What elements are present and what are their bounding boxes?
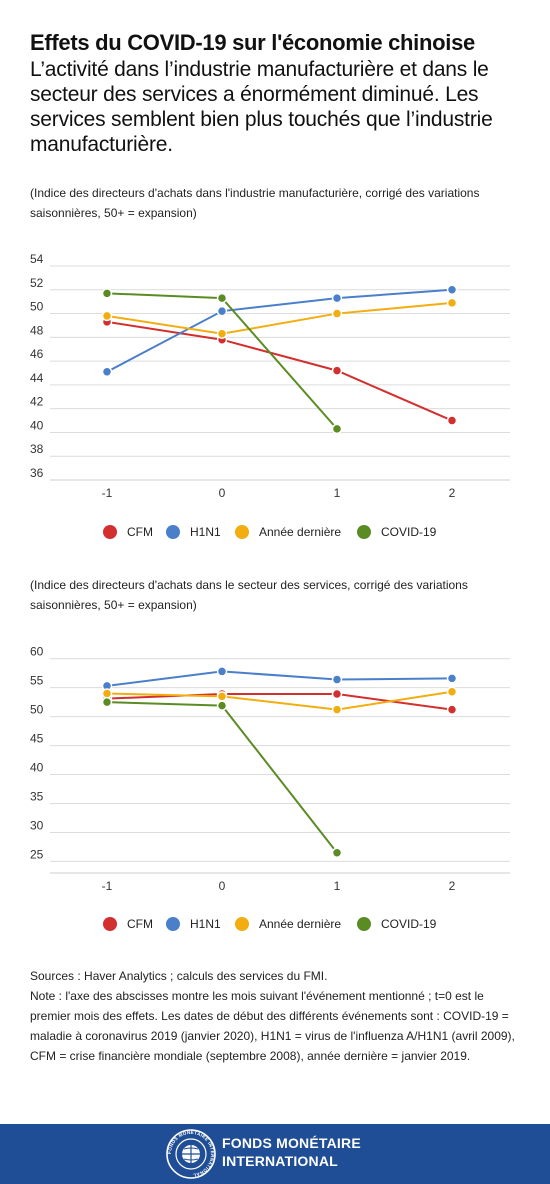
legend-item: H1N1 <box>166 525 221 539</box>
legend-item: H1N1 <box>166 917 221 931</box>
data-point <box>331 674 343 685</box>
explanatory-note: Note : l'axe des abscisses montre les mo… <box>30 989 515 1063</box>
data-point <box>101 696 113 708</box>
y-tick-label: 52 <box>30 276 44 290</box>
data-point <box>331 365 343 376</box>
series-line-année-dernière <box>106 301 453 335</box>
data-point <box>216 691 228 702</box>
y-tick-label: 55 <box>30 674 44 688</box>
legend-marker <box>235 917 249 931</box>
y-tick-label: 60 <box>30 645 44 659</box>
data-point <box>446 284 458 296</box>
data-point <box>101 366 113 378</box>
data-point <box>446 415 458 426</box>
y-tick-label: 45 <box>30 732 44 746</box>
imf-seal-icon: FONDS MONÉTAIRE INTERNATIONAL <box>166 1128 216 1179</box>
data-point <box>446 704 458 715</box>
chart1-legend: CFM H1N1 Année dernière COVID-19 <box>0 525 550 545</box>
data-point <box>446 686 458 697</box>
imf-footer: FONDS MONÉTAIRE INTERNATIONAL FONDS MONÉ… <box>0 1124 550 1184</box>
chart2-legend: CFM H1N1 Année dernière COVID-19 <box>0 917 550 937</box>
series-line-cfm <box>106 693 453 711</box>
data-point <box>216 292 228 304</box>
legend-label: H1N1 <box>190 525 221 539</box>
y-tick-label: 35 <box>30 789 44 803</box>
data-point <box>101 310 113 322</box>
y-tick-label: 38 <box>30 442 44 456</box>
y-tick-label: 30 <box>30 818 44 832</box>
series-line-h1n1 <box>106 670 453 687</box>
data-point <box>331 847 343 858</box>
sources-line: Sources : Haver Analytics ; calculs des … <box>30 969 328 983</box>
legend-label: CFM <box>127 917 153 931</box>
legend-marker <box>103 917 117 931</box>
page-title: Effets du COVID-19 sur l'économie chinoi… <box>30 30 475 55</box>
data-point <box>446 297 458 309</box>
y-tick-label: 40 <box>30 761 44 775</box>
legend-item: CFM <box>103 917 153 931</box>
data-point <box>216 328 228 340</box>
sources-note: Sources : Haver Analytics ; calculs des … <box>30 966 525 1066</box>
chart2-note: (Indice des directeurs d'achats dans le … <box>30 578 468 612</box>
x-tick-label: 0 <box>219 879 226 893</box>
legend-label: H1N1 <box>190 917 221 931</box>
legend-label: CFM <box>127 525 153 539</box>
legend-marker <box>166 917 180 931</box>
legend-marker <box>357 525 371 539</box>
x-tick-label: 1 <box>334 486 341 500</box>
x-tick-label: 2 <box>449 879 456 893</box>
legend-item: CFM <box>103 525 153 539</box>
y-tick-label: 36 <box>30 466 44 480</box>
legend-label: Année dernière <box>259 917 342 931</box>
legend-item: COVID-19 <box>357 917 436 931</box>
legend-item: Année dernière <box>235 525 341 539</box>
data-point <box>331 308 343 319</box>
x-tick-label: -1 <box>102 486 113 500</box>
legend-label: Année dernière <box>259 525 342 539</box>
data-point <box>216 700 228 711</box>
data-point <box>331 423 343 435</box>
manufacturing-pmi-chart: 36 38 40 42 44 46 48 50 52 54 -1 0 1 2 <box>30 252 510 500</box>
x-tick-label: 1 <box>334 879 341 893</box>
data-point <box>216 305 228 317</box>
y-tick-label: 50 <box>30 300 44 314</box>
data-point <box>331 292 343 304</box>
y-tick-label: 44 <box>30 371 44 385</box>
y-tick-label: 42 <box>30 395 44 409</box>
legend-marker <box>357 917 371 931</box>
x-tick-label: 0 <box>219 486 226 500</box>
data-point <box>216 666 228 677</box>
footer-line-1: FONDS MONÉTAIRE <box>222 1135 361 1151</box>
services-pmi-chart: 25 30 35 40 45 50 55 60 -1 0 1 2 <box>30 645 510 893</box>
series-line-h1n1 <box>106 288 453 373</box>
legend-marker <box>166 525 180 539</box>
legend-label: COVID-19 <box>381 525 437 539</box>
legend-marker <box>235 525 249 539</box>
y-tick-label: 54 <box>30 252 44 266</box>
legend-label: COVID-19 <box>381 917 437 931</box>
series-line-cfm <box>106 320 453 422</box>
series-line-covid-19 <box>106 701 338 854</box>
x-tick-label: 2 <box>449 486 456 500</box>
chart1-note: (Indice des directeurs d'achats dans l'i… <box>30 186 480 220</box>
footer-line-2: INTERNATIONAL <box>222 1153 338 1169</box>
data-point <box>446 673 458 684</box>
series-line-année-dernière <box>106 690 453 711</box>
data-point <box>331 704 343 715</box>
legend-item: Année dernière <box>235 917 341 931</box>
x-tick-label: -1 <box>102 879 113 893</box>
data-point <box>101 288 113 299</box>
page-subtitle: L’activité dans l’industrie manufacturiè… <box>30 58 493 156</box>
legend-item: COVID-19 <box>357 525 436 539</box>
data-point <box>101 688 113 699</box>
legend-marker <box>103 525 117 539</box>
y-tick-label: 25 <box>30 847 44 861</box>
y-tick-label: 50 <box>30 703 44 717</box>
y-tick-label: 46 <box>30 347 44 361</box>
y-tick-label: 48 <box>30 323 44 337</box>
y-tick-label: 40 <box>30 418 44 432</box>
data-point <box>331 688 343 700</box>
